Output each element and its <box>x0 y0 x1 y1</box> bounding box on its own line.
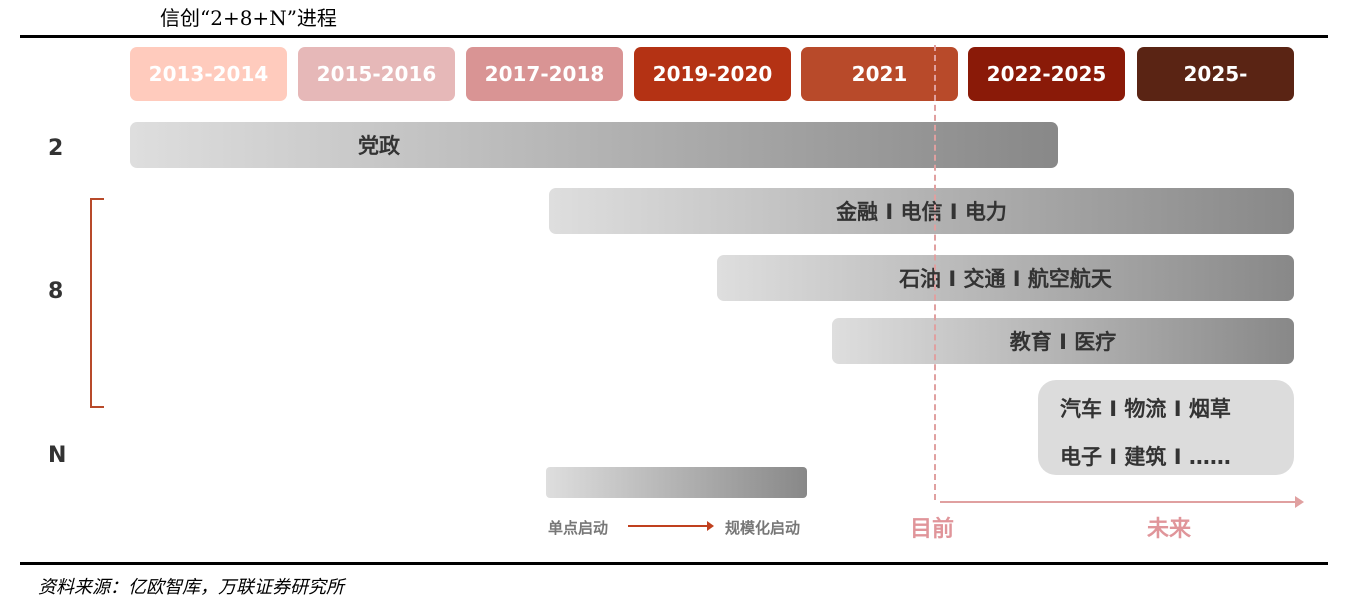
period-header: 2015-2016 <box>298 47 455 101</box>
sector-bar: 教育 I 医疗 <box>832 318 1294 364</box>
now-label: 目前 <box>910 517 955 542</box>
n-sectors-box: 汽车 I 物流 I 烟草 电子 I 建筑 I …… <box>1038 380 1294 475</box>
bracket-8 <box>90 198 104 408</box>
source-note: 资料来源：亿欧智库，万联证券研究所 <box>38 577 344 598</box>
sector-bar: 党政 <box>130 122 1058 168</box>
top-rule <box>20 35 1328 38</box>
figure-title: 信创“2+8+N”进程 <box>160 6 337 30</box>
period-header: 2025- <box>1137 47 1294 101</box>
legend-start: 单点启动 <box>548 519 609 537</box>
row-label-8: 8 <box>48 279 64 304</box>
bottom-rule <box>20 562 1328 565</box>
legend-arrow <box>628 521 714 531</box>
row-label-n: N <box>48 443 67 468</box>
legend-gradient-bar <box>546 467 807 498</box>
future-arrow <box>940 496 1304 508</box>
sector-bar-label: 石油 I 交通 I 航空航天 <box>899 267 1112 291</box>
future-label: 未来 <box>1147 517 1192 542</box>
sector-bar: 石油 I 交通 I 航空航天 <box>717 255 1294 301</box>
sector-bar: 金融 I 电信 I 电力 <box>549 188 1294 234</box>
period-header: 2022-2025 <box>968 47 1125 101</box>
n-sectors-line1: 汽车 I 物流 I 烟草 <box>1060 397 1231 421</box>
sector-bar-label: 金融 I 电信 I 电力 <box>836 200 1007 224</box>
row-label-2: 2 <box>48 136 64 161</box>
period-header: 2017-2018 <box>466 47 623 101</box>
n-sectors-line2: 电子 I 建筑 I …… <box>1060 445 1231 469</box>
legend-end: 规模化启动 <box>725 519 801 537</box>
sector-bar-label: 教育 I 医疗 <box>1009 330 1117 354</box>
sector-bar-label: 党政 <box>358 134 400 158</box>
now-divider <box>934 45 936 500</box>
period-header: 2019-2020 <box>634 47 791 101</box>
period-header: 2021 <box>801 47 958 101</box>
period-header: 2013-2014 <box>130 47 287 101</box>
